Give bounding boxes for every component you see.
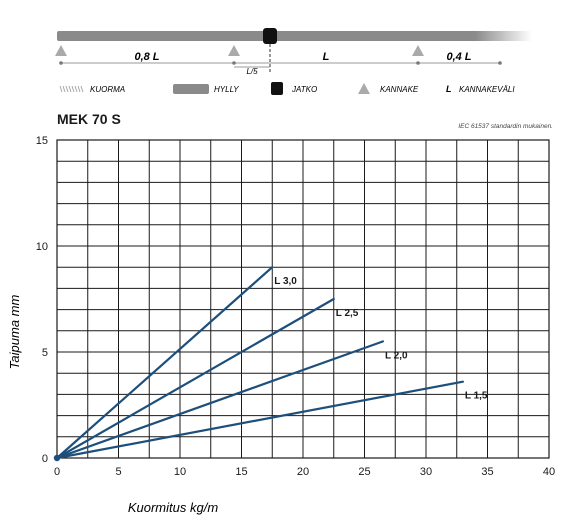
chart-ticks: 0 5 10 15 20 25 30 35 40 0 5 10 15	[36, 135, 555, 478]
support-middle-icon	[228, 45, 240, 56]
x-tick-label: 25	[358, 466, 370, 478]
y-tick-label: 5	[42, 347, 48, 359]
y-axis-label: Taipuma mm	[7, 295, 22, 370]
series-label: L 3,0	[274, 276, 297, 287]
sublabel-l5: L/5	[246, 67, 258, 76]
y-tick-label: 10	[36, 241, 48, 253]
x-tick-label: 35	[481, 466, 493, 478]
y-tick-label: 15	[36, 135, 48, 147]
chart-grid	[57, 140, 549, 458]
x-tick-label: 40	[543, 466, 555, 478]
legend-label-span: KANNAKEVÄLI	[459, 85, 515, 94]
x-tick-label: 10	[174, 466, 186, 478]
support-right-icon	[412, 45, 424, 56]
segment-label-1: 0,8 L	[134, 51, 159, 63]
series-line	[55, 297, 335, 460]
segment-label-3: 0,4 L	[446, 51, 471, 63]
origin-marker	[53, 454, 61, 462]
series-line	[55, 266, 274, 460]
x-tick-label: 15	[235, 466, 247, 478]
segment-label-2: L	[323, 51, 330, 63]
x-tick-label: 0	[54, 466, 60, 478]
chart-series	[53, 266, 464, 462]
span-diagram: 0,8 L L 0,4 L L/5	[55, 28, 532, 76]
chart-series-labels: L 3,0 L 2,5 L 2,0 L 1,5	[274, 276, 488, 401]
x-tick-label: 20	[297, 466, 309, 478]
x-tick-label: 30	[420, 466, 432, 478]
x-axis-label: Kuormitus kg/m	[128, 500, 218, 515]
series-line	[55, 340, 385, 460]
legend-load-icon	[59, 85, 84, 93]
shelf-bar	[57, 31, 532, 41]
dimension-dot	[232, 61, 236, 65]
y-tick-label: 0	[42, 453, 48, 465]
series-label: L 2,5	[336, 308, 359, 319]
dimension-dot	[498, 61, 502, 65]
joint-marker	[263, 28, 277, 44]
series-label: L 2,0	[385, 350, 408, 361]
x-tick-label: 5	[115, 466, 121, 478]
legend-shelf-icon	[173, 84, 209, 94]
product-title: MEK 70 S	[57, 111, 121, 127]
support-left-icon	[55, 45, 67, 56]
legend-joint-icon	[271, 82, 283, 95]
legend-label-load: KUORMA	[90, 85, 125, 94]
legend: KUORMA HYLLY JATKO KANNAKE L KANNAKEVÄLI	[59, 82, 515, 95]
standard-note: IEC 61537 standardin mukainen.	[458, 123, 553, 130]
dimension-dot	[59, 61, 63, 65]
dimension-dot	[416, 61, 420, 65]
legend-support-icon	[358, 83, 370, 94]
legend-label-support: KANNAKE	[380, 85, 419, 94]
legend-label-shelf: HYLLY	[214, 85, 239, 94]
legend-label-joint: JATKO	[291, 85, 317, 94]
legend-symbol-l: L	[446, 84, 452, 94]
series-label: L 1,5	[465, 391, 488, 402]
chart-frame	[56, 139, 550, 459]
series-line	[55, 380, 464, 460]
